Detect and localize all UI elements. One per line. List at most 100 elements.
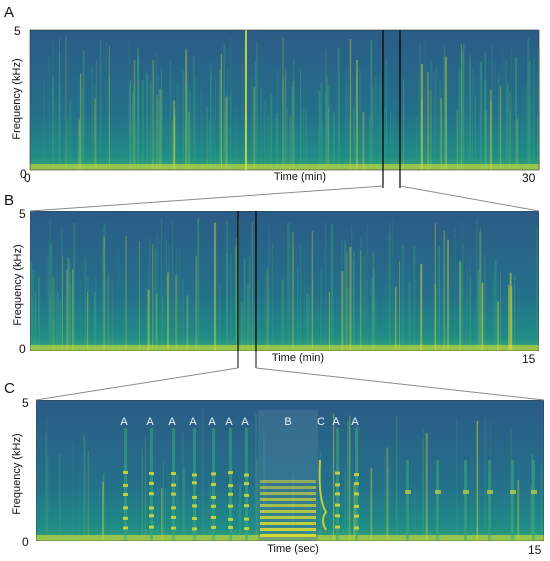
spectrogram-streak [154, 248, 157, 351]
call-a-harmonic [149, 506, 154, 510]
spectrogram-streak [227, 66, 229, 170]
spectrogram-streak [366, 224, 369, 351]
spectrogram-streak [268, 225, 270, 351]
spectrogram-streak [305, 108, 308, 170]
spectrogram-streak [226, 94, 227, 170]
spectrogram-streak [344, 243, 346, 351]
spectrogram-streak [82, 50, 85, 171]
spectrogram-streak [174, 105, 176, 170]
spectrogram-streak [213, 109, 214, 170]
spectrogram-streak [454, 228, 457, 351]
spectrogram-streak [226, 252, 228, 351]
spectrogram-streak [471, 69, 474, 170]
spectrogram-streak [70, 285, 72, 351]
spectrogram-streak [65, 37, 67, 170]
spectrogram-streak [106, 263, 108, 351]
spectrogram-streak [299, 69, 301, 170]
spectrogram-streak [300, 110, 303, 170]
spectrogram-streak [456, 418, 458, 541]
spectrogram-streak [490, 101, 493, 170]
spectrogram-streak [263, 275, 266, 351]
late-call-shape [436, 460, 439, 541]
spectrogram-streak [415, 248, 416, 351]
spectrogram-streak [315, 296, 317, 351]
spectrogram-streak [38, 277, 40, 351]
spectrogram-streak [498, 79, 500, 170]
call-a-shape [193, 428, 196, 541]
spectrogram-streak [149, 237, 151, 351]
spectrogram-streak [484, 110, 487, 170]
spectrogram-streak [331, 224, 334, 351]
call-b-harmonic [260, 510, 316, 513]
spectrogram-streak [186, 107, 188, 170]
spectrogram-streak [284, 68, 287, 170]
spectrogram-streak [277, 68, 279, 170]
spectrogram-streak [292, 81, 295, 170]
spectrogram-streak [132, 93, 134, 170]
call-a-harmonic [192, 473, 197, 477]
spectrogram-streak [176, 474, 178, 541]
spectrogram-streak [360, 250, 362, 351]
call-a-harmonic [192, 495, 197, 499]
spectrogram-streak [430, 59, 433, 171]
spectrogram-streak [209, 484, 211, 541]
spectrogram-streak [359, 236, 362, 351]
spectrogram-streak [466, 267, 468, 351]
spectrogram-streak [325, 49, 327, 171]
spectrogram-streak [282, 78, 285, 170]
spectrogram-streak [311, 284, 314, 351]
spectrogram-streak [131, 121, 133, 170]
spectrogram-streak [380, 116, 382, 170]
call-a-harmonic [149, 481, 154, 485]
spectrogram-streak [68, 257, 71, 351]
spectrogram-streak [30, 262, 33, 351]
call-b-harmonic [260, 486, 316, 489]
spectrogram-streak [533, 58, 535, 170]
zoom-line-c-right [255, 367, 545, 401]
spectrogram-streak [66, 269, 68, 351]
spectrogram-streak [362, 289, 364, 351]
spectrogram-streak [277, 117, 279, 170]
spectrogram-streak [510, 289, 513, 351]
spectrogram-streak [79, 279, 81, 351]
spectrogram-streak [444, 56, 447, 170]
call-label-b: B [284, 416, 291, 428]
call-a-harmonic [171, 515, 176, 519]
zoom-line-a-left [29, 185, 385, 212]
spectrogram-streak [320, 268, 322, 351]
spectrogram-streak [183, 467, 186, 541]
spectrogram-streak [443, 230, 445, 351]
spectrogram-streak [338, 111, 340, 170]
spectrogram-streak [223, 111, 225, 170]
spectrogram-streak [326, 75, 328, 170]
spectrogram-streak [419, 41, 421, 171]
panel-b-ytick-max: 5 [19, 207, 26, 221]
spectrogram-streak [414, 486, 416, 541]
spectrogram-streak [422, 438, 424, 541]
spectrogram-streak [69, 273, 71, 351]
spectrogram-streak [308, 286, 310, 351]
spectrogram-streak [372, 267, 375, 351]
spectrogram-streak [474, 75, 476, 170]
spectrogram-streak [491, 46, 493, 170]
call-a-harmonic [354, 473, 359, 477]
spectrogram-streak [230, 93, 232, 170]
spectrogram-streak [341, 239, 343, 351]
spectrogram-streak [469, 278, 472, 351]
spectrogram-streak [156, 294, 157, 351]
spectrogram-streak [186, 295, 189, 351]
call-a-harmonic [244, 527, 249, 531]
call-a-harmonic [228, 504, 233, 508]
spectrogram-streak [500, 120, 502, 170]
spectrogram-streak [327, 107, 329, 170]
panel-b-spectrogram [30, 211, 539, 351]
call-label-a: A [225, 416, 233, 428]
spectrogram-streak [255, 80, 256, 170]
spectrogram-streak [420, 263, 423, 351]
late-call-harmonic [405, 490, 411, 494]
spectrogram-streak [365, 280, 368, 351]
call-a-harmonic [335, 503, 340, 507]
panel-b-letter: B [4, 192, 15, 209]
